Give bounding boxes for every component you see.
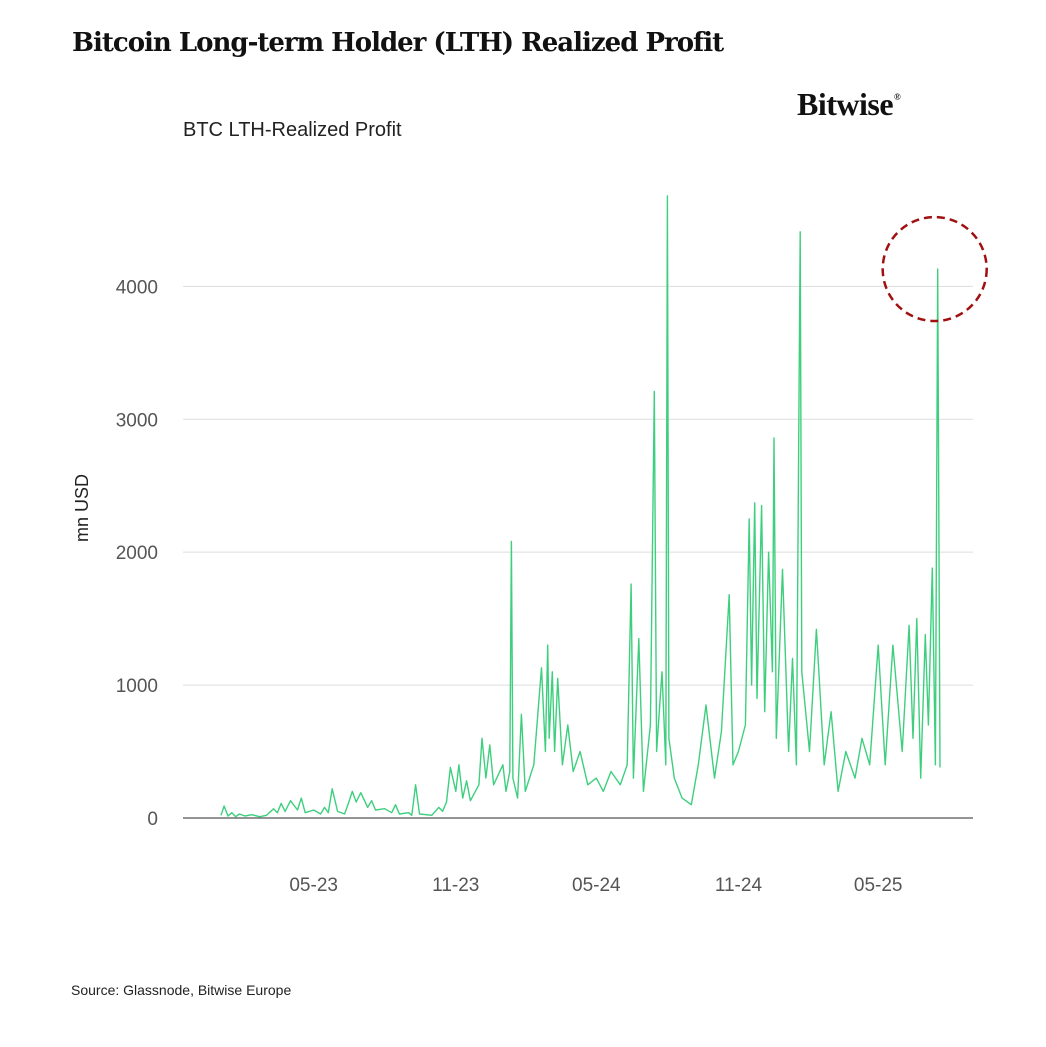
x-tick-label: 05-25 — [854, 875, 903, 896]
chart-subtitle: BTC LTH-Realized Profit — [183, 119, 402, 141]
y-tick-labels: 0 1000 2000 3000 4000 — [116, 277, 158, 830]
x-tick-label: 05-23 — [289, 875, 338, 896]
y-tick-label: 3000 — [116, 410, 158, 431]
x-tick-label: 11-24 — [715, 875, 763, 896]
y-axis-label: mn USD — [72, 474, 92, 542]
gridlines — [183, 285, 973, 686]
y-tick-label: 2000 — [116, 543, 158, 564]
bitwise-logo: Bitwise® — [797, 86, 901, 122]
highlight-circle — [881, 215, 988, 323]
y-tick-label: 0 — [147, 809, 158, 830]
page-title: Bitcoin Long-term Holder (LTH) Realized … — [72, 28, 724, 58]
x-tick-label: 05-24 — [572, 875, 621, 896]
x-tick-label: 11-23 — [432, 875, 479, 896]
y-tick-label: 1000 — [116, 676, 158, 697]
x-tick-labels: 05-23 11-23 05-24 11-24 05-25 — [289, 875, 902, 896]
source-note: Source: Glassnode, Bitwise Europe — [71, 982, 292, 998]
lth-realized-profit-line — [220, 195, 941, 818]
y-tick-label: 4000 — [116, 277, 158, 298]
